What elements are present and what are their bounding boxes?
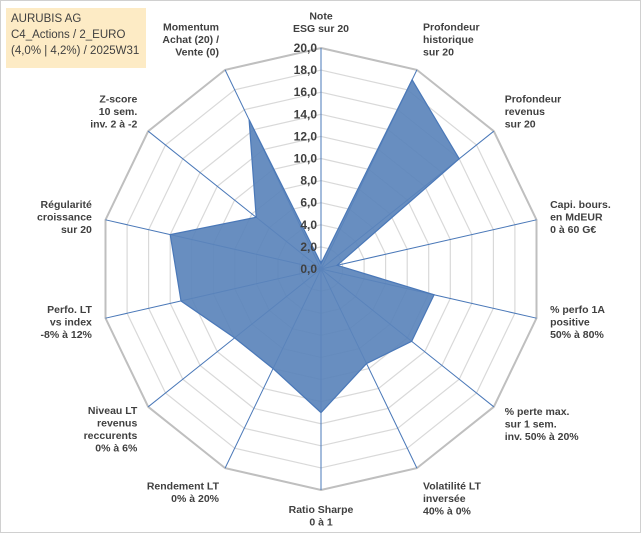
axis-label: Profondeur historique sur 20 [423,21,480,58]
axis-label-line: Vente (0) [175,46,219,58]
axis-label-line: 50% à 80% [550,329,604,341]
axis-label-line: sur 20 [505,119,536,131]
axis-label-line: -8% à 12% [41,329,93,341]
axis-label-line: vs index [50,316,92,328]
info-box: AURUBIS AG C4_Actions / 2_EURO (4,0% | 4… [6,8,146,68]
tick-label: 6,0 [300,196,317,210]
axis-label-line: sur 20 [61,224,92,236]
tick-label: 2,0 [300,240,317,254]
info-category: C4_Actions / 2_EURO [11,29,126,41]
axis-label-line: Note [309,11,332,23]
axis-label: Capi. bours. en MdEUR 0 à 60 G€ [550,199,611,236]
axis-label-line: Volatilité LT [423,481,482,493]
axis-label-line: Capi. bours. [550,199,611,211]
axis-label: % perfo 1A positive 50% à 80% [550,304,605,341]
axis-label-line: inv. 50% à 20% [505,431,580,443]
axis-label-line: Profondeur [423,21,480,33]
tick-label: 0,0 [300,262,317,276]
axis-label: Ratio Sharpe 0 à 1 [289,504,354,529]
info-company: AURUBIS AG [11,13,82,25]
axis-label-line: historique [423,34,474,46]
tick-label: 20,0 [294,41,318,55]
axis-labels: Note ESG sur 20 Profondeur historique sur 20… [37,11,611,529]
axis-label-line: inv. 2 à -2 [90,119,137,131]
axis-label-line: Z-score [99,94,137,106]
axis-label-line: 0% à 6% [95,442,138,454]
axis-label-line: reccurents [84,430,138,442]
axis-label-line: en MdEUR [550,212,603,224]
tick-label: 4,0 [300,218,317,232]
tick-label: 16,0 [294,85,318,99]
radial-tick-labels: 0,0 2,0 4,0 6,0 8,0 10,0 12,0 14,0 16,0 18,0 20,0 [294,41,318,276]
axis-label: Perfo. LT vs index -8% à 12% [41,304,93,341]
axis-label: Rendement LT 0% à 20% [147,481,220,506]
axis-label-line: Rendement LT [147,481,220,493]
axis-label-line: positive [550,316,590,328]
axis-label-line: % perte max. [505,406,570,418]
axis-label-line: sur 20 [423,46,454,58]
axis-label-line: Perfo. LT [47,304,92,316]
info-period: (4,0% | 4,2%) / 2025W31 [11,45,140,57]
axis-label: Profondeur revenus sur 20 [505,94,562,131]
data-area [169,78,460,414]
axis-label-line: revenus [97,417,137,429]
axis-label-line: sur 1 sem. [505,419,557,431]
axis-label-line: inversée [423,493,466,505]
axis-label-line: Régularité [41,199,93,211]
axis-label: Volatilité LT inversée 40% à 0% [423,481,482,518]
axis-label-line: 0% à 20% [171,493,220,505]
axis-label-line: % perfo 1A [550,304,605,316]
tick-label: 12,0 [294,129,318,143]
axis-label-line: 0 à 60 G€ [550,224,596,236]
axis-label: Momentum Achat (20) / Vente (0) [162,21,219,58]
axis-label: % perte max. sur 1 sem. inv. 50% à 20% [505,406,580,443]
axis-label-line: Momentum [163,21,219,33]
axis-label-line: Niveau LT [88,405,138,417]
axis-label-line: Profondeur [505,94,562,106]
tick-label: 10,0 [294,152,318,166]
axis-label-line: 0 à 1 [309,517,333,529]
axis-label-line: 40% à 0% [423,506,472,518]
axis-label-line: ESG sur 20 [293,23,349,35]
axis-label-line: Ratio Sharpe [289,504,354,516]
tick-label: 14,0 [294,107,318,121]
radar-series [169,78,460,414]
axis-label: Z-score 10 sem. inv. 2 à -2 [90,94,137,131]
axis-spoke [320,219,537,270]
axis-label: Note ESG sur 20 [293,11,349,36]
axis-label: Régularité croissance sur 20 [37,199,92,236]
tick-label: 8,0 [300,174,317,188]
axis-label-line: croissance [37,212,92,224]
axis-label-line: 10 sem. [99,106,138,118]
tick-label: 18,0 [294,63,318,77]
axis-label: Niveau LT revenus reccurents 0% à 6% [84,405,138,455]
axis-label-line: revenus [505,106,545,118]
axis-label-line: Achat (20) / [162,34,219,46]
